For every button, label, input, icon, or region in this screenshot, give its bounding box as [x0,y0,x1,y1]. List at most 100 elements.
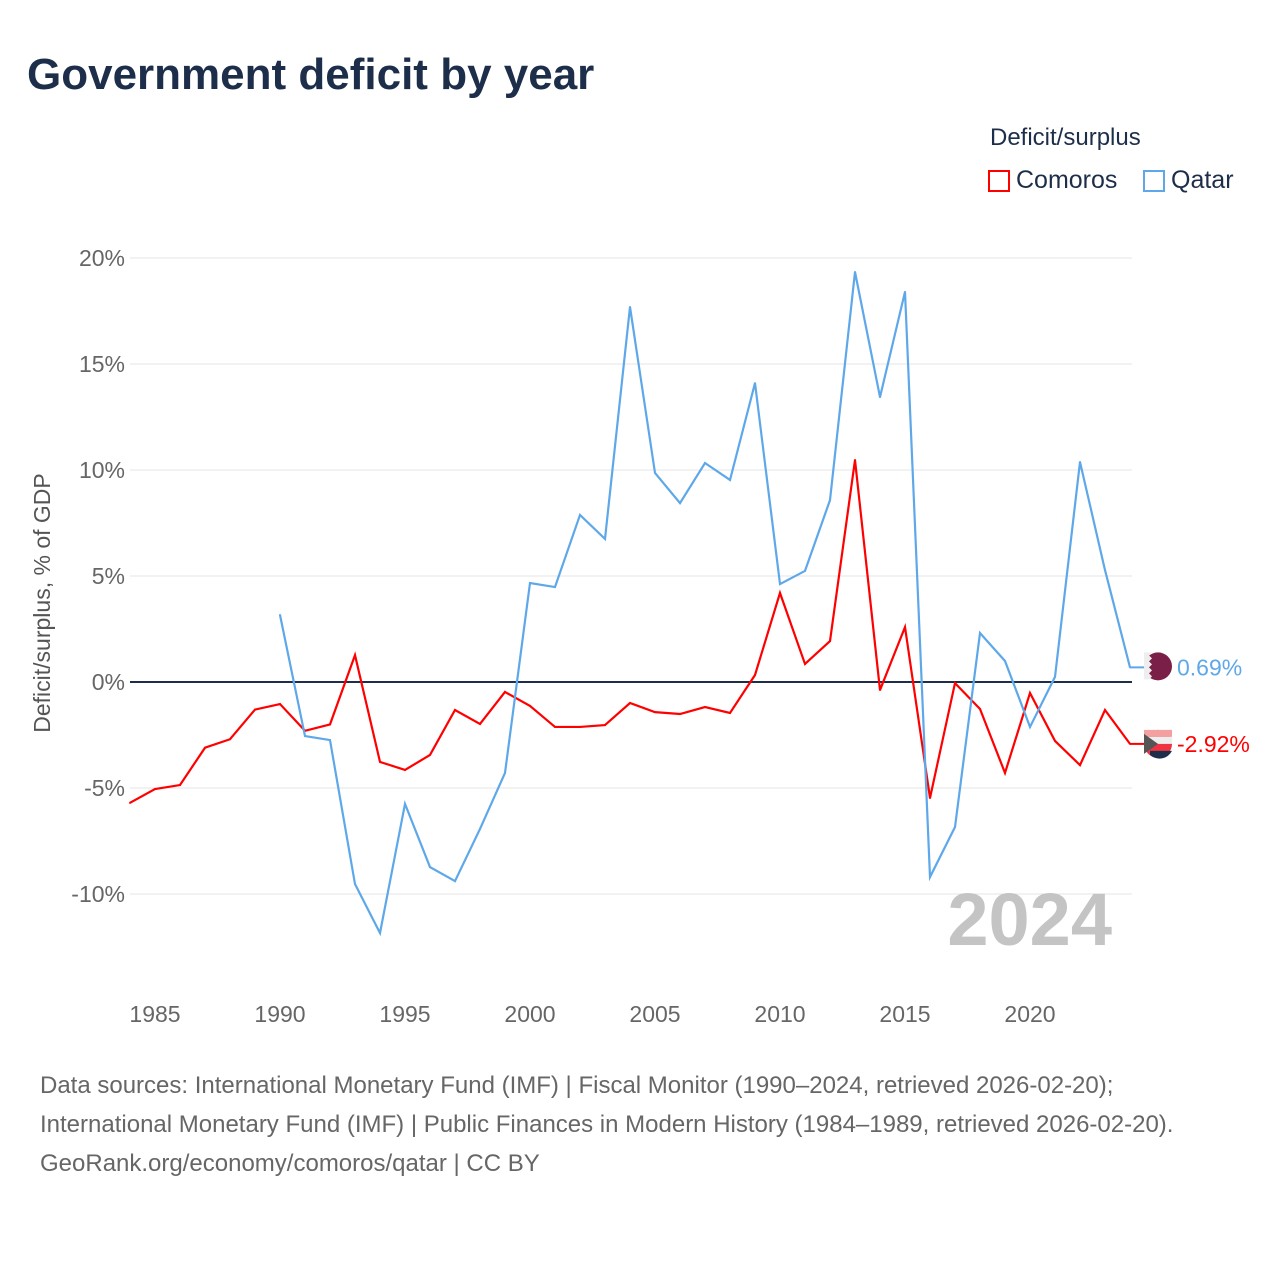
x-tick-label: 2005 [629,1001,680,1027]
data-point [704,706,706,709]
data-sources: Data sources: International Monetary Fun… [40,1072,1174,1138]
data-point [654,471,656,474]
data-point [629,305,631,308]
data-point [454,880,456,883]
data-point [704,462,706,465]
data-point [904,626,906,629]
y-tick-label: 5% [92,563,125,589]
data-point [1079,460,1081,463]
data-point [779,583,781,586]
end-value-label: 0.69% [1177,654,1242,680]
data-point [1004,771,1006,774]
data-point [154,788,156,791]
year-watermark: 2024 [947,878,1112,961]
y-axis-label: Deficit/surplus, % of GDP [29,473,55,732]
comoros-flag-icon [1144,729,1172,759]
data-point [804,662,806,665]
data-point [754,382,756,385]
data-point [279,614,281,617]
x-tick-label: 1995 [379,1001,430,1027]
data-point [529,704,531,707]
data-point [1104,569,1106,572]
data-point [329,723,331,726]
data-point [1079,764,1081,767]
data-point [454,708,456,711]
data-point [829,640,831,643]
data-point [479,827,481,830]
x-tick-label: 1985 [129,1001,180,1027]
data-point [404,768,406,771]
data-point [129,801,131,804]
data-point [629,701,631,704]
data-point [729,478,731,481]
data-point [1029,692,1031,695]
legend-item-comoros[interactable]: Comoros [988,166,1117,195]
data-point [1054,675,1056,678]
data-point [229,738,231,741]
y-tick-label: -5% [84,775,125,801]
data-point [329,739,331,742]
data-point [779,591,781,594]
x-tick-label: 2010 [754,1001,805,1027]
line-chart: 20% 15% 10% 5% 0% -5% -10% 1985 1990 1995 2000 2005… [29,245,1250,1027]
data-point [904,290,906,293]
end-value-label: -2.92% [1177,731,1250,757]
data-point [654,711,656,714]
y-tick-label: 15% [79,351,125,377]
y-tick-label: -10% [71,881,125,907]
x-tick-label: 2015 [879,1001,930,1027]
series-line-qatar [278,271,1132,937]
x-tick-label: 2020 [1004,1001,1055,1027]
legend-title: Deficit/surplus [990,124,1141,151]
data-point [554,725,556,728]
data-point [729,711,731,714]
footer: Data sources: International Monetary Fun… [40,1066,1240,1183]
data-point [1029,725,1031,728]
legend-label: Qatar [1171,166,1234,194]
data-point [254,708,256,711]
y-tick-label: 0% [92,669,125,695]
data-point [479,722,481,725]
qatar-flag-icon [1144,652,1172,681]
data-point [379,760,381,763]
data-point [979,707,981,710]
data-point [279,703,281,706]
data-point [604,537,606,540]
data-point [679,713,681,716]
data-point [954,682,956,685]
data-point [954,826,956,829]
y-tick-label: 10% [79,457,125,483]
legend-swatch [988,169,1010,192]
data-point [879,689,881,692]
data-point [754,674,756,677]
data-point [579,725,581,728]
chart-title: Government deficit by year [27,50,595,99]
data-point [429,866,431,869]
data-point [379,932,381,935]
x-tick-label: 2000 [504,1001,555,1027]
data-point [829,499,831,502]
data-point [879,396,881,399]
legend-label: Comoros [1016,166,1118,194]
data-point [579,513,581,516]
data-point [929,796,931,799]
data-point [529,581,531,584]
data-point [504,771,506,774]
data-point [1004,660,1006,663]
data-point [929,876,931,879]
x-tick-label: 1990 [254,1001,305,1027]
legend-swatch [1143,169,1165,192]
data-point [179,784,181,787]
credit-link[interactable]: GeoRank.org/economy/comoros/qatar | CC B… [40,1150,540,1177]
legend-item-qatar[interactable]: Qatar [1143,166,1234,195]
data-point [354,654,356,657]
data-point [979,632,981,635]
data-point [1054,739,1056,742]
y-tick-label: 20% [79,245,125,271]
data-point [854,270,856,273]
data-point [204,746,206,749]
data-point [429,753,431,756]
data-point [504,690,506,693]
data-point [554,586,556,589]
data-point [404,802,406,805]
